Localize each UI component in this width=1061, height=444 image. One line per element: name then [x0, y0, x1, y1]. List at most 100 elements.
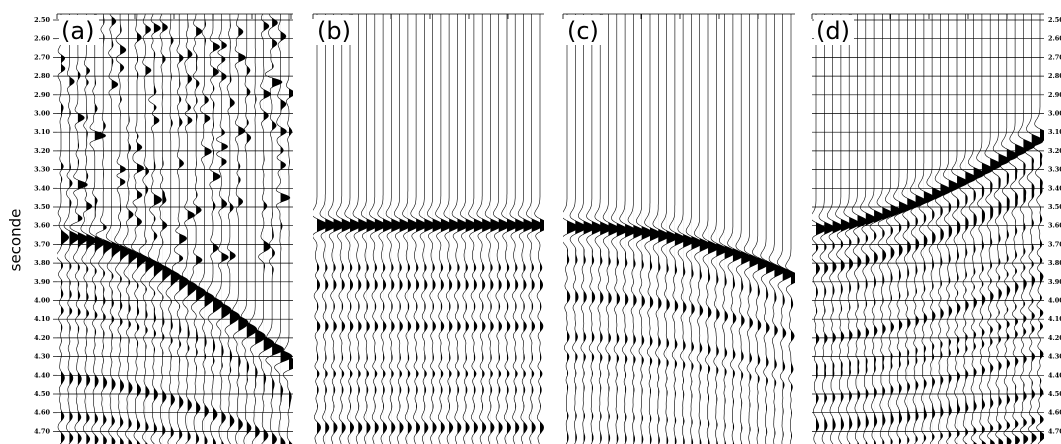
trace-fill [358, 14, 370, 444]
trace [827, 14, 844, 444]
trace [138, 13, 156, 444]
time-tick-label-right: 4.50 [1048, 390, 1061, 398]
trace-fill [716, 14, 727, 444]
trace [975, 14, 994, 444]
trace [344, 14, 362, 444]
trace-fill [162, 14, 172, 444]
time-tick-label: 4.10 [34, 315, 50, 323]
trace [860, 14, 877, 444]
time-tick-label-right: 4.60 [1048, 409, 1061, 417]
trace [843, 14, 860, 444]
trace [669, 14, 687, 444]
trace [517, 14, 535, 444]
time-tick-label-right: 3.50 [1048, 203, 1061, 211]
panel-label: (a) [61, 17, 94, 45]
time-tick-label: 4.20 [34, 334, 50, 342]
time-tick-label: 4.70 [34, 427, 50, 435]
trace [80, 14, 97, 444]
trace-fill [649, 14, 661, 444]
trace [967, 14, 985, 444]
time-tick-label-right: 4.70 [1048, 427, 1061, 435]
time-tick-label: 3.30 [34, 166, 50, 174]
trace [232, 13, 249, 444]
trace-fill [61, 14, 69, 444]
trace [884, 14, 902, 444]
time-tick-label: 3.80 [34, 259, 50, 267]
trace-fill [449, 14, 460, 444]
trace [410, 14, 428, 444]
trace-fill [170, 14, 181, 444]
trace [526, 14, 543, 444]
trace [1024, 14, 1044, 444]
time-tick-label-right: 2.90 [1048, 91, 1061, 99]
trace-fill [179, 14, 189, 444]
trace [652, 14, 670, 444]
trace [484, 14, 502, 444]
trace-fill [567, 14, 578, 444]
time-tick-label-right: 3.00 [1048, 110, 1061, 118]
trace-fill [407, 14, 419, 444]
trace-fill [317, 14, 328, 444]
time-tick-label: 4.60 [34, 409, 50, 417]
trace [95, 13, 114, 444]
time-tick-label: 3.70 [34, 240, 50, 248]
time-tick-label: 3.40 [34, 184, 50, 192]
panel [313, 14, 544, 444]
time-tick-label-right: 3.30 [1048, 166, 1061, 174]
panel-label: (d) [816, 17, 850, 45]
trace [534, 14, 544, 444]
trace [959, 14, 977, 444]
trace [876, 14, 894, 444]
trace-fill [1031, 14, 1043, 444]
trace-fill [391, 14, 403, 444]
trace-fill [699, 14, 711, 444]
trace [901, 14, 919, 444]
trace [443, 14, 461, 444]
trace-fill [69, 14, 80, 444]
trace [377, 14, 395, 444]
trace [313, 14, 329, 444]
trace [369, 14, 387, 444]
trace-fill [366, 14, 378, 444]
trace [157, 13, 173, 444]
trace-fill [998, 14, 1010, 444]
time-tick-label-right: 3.80 [1048, 259, 1061, 267]
trace [710, 14, 728, 444]
trace-fill [86, 14, 96, 444]
time-tick-label-right: 3.70 [1048, 240, 1061, 248]
trace [1032, 14, 1044, 444]
trace [172, 14, 189, 444]
time-tick-label-right: 3.40 [1048, 184, 1061, 192]
trace-fill [457, 14, 469, 444]
time-tick-label-right: 2.80 [1048, 72, 1061, 80]
trace [926, 14, 944, 444]
trace [694, 14, 711, 444]
trace [677, 14, 695, 444]
time-tick-label-right: 3.20 [1048, 147, 1061, 155]
time-tick-label: 2.70 [34, 53, 50, 61]
trace-fill [732, 14, 744, 444]
panel [563, 14, 795, 444]
trace-fill [187, 14, 198, 444]
time-tick-label-right: 4.20 [1048, 334, 1061, 342]
trace [835, 14, 852, 444]
trace [190, 14, 207, 444]
trace-fill [1006, 14, 1018, 444]
trace [992, 14, 1010, 444]
panel-label: (b) [317, 17, 351, 45]
trace [768, 14, 786, 444]
trace-fill [865, 14, 876, 444]
trace-fill [774, 14, 785, 444]
trace-fill [724, 14, 736, 444]
trace-fill [540, 14, 544, 444]
trace-fill [399, 14, 411, 444]
trace-fill [440, 14, 452, 444]
trace [385, 14, 403, 444]
trace-fill [374, 14, 386, 444]
trace [257, 13, 275, 444]
time-tick-label: 2.50 [34, 16, 50, 24]
trace [418, 14, 436, 444]
trace [207, 14, 224, 444]
